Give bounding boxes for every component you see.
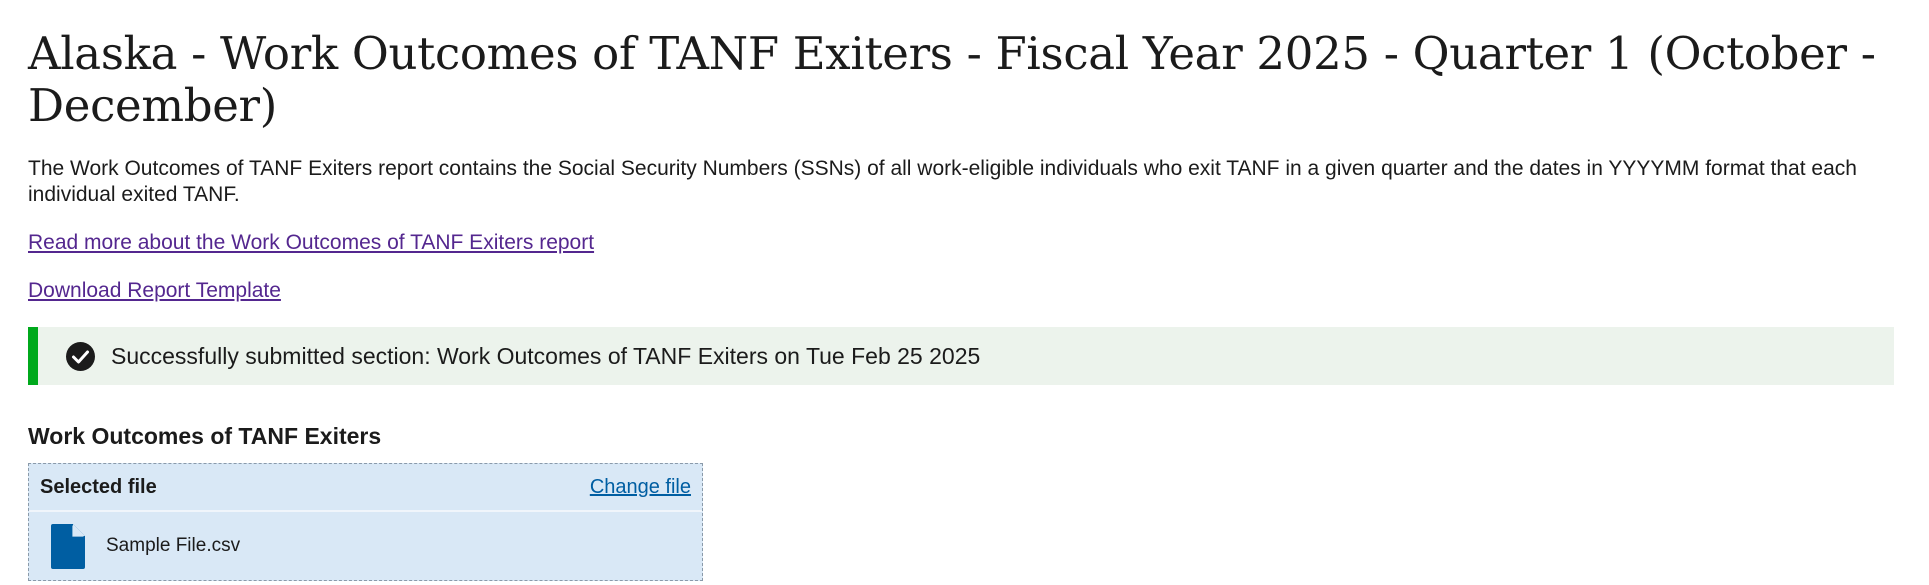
selected-file-name: Sample File.csv: [106, 535, 241, 556]
report-description: The Work Outcomes of TANF Exiters report…: [28, 157, 1857, 206]
check-circle-icon: [66, 341, 95, 371]
page-title: Alaska - Work Outcomes of TANF Exiters -…: [28, 27, 1876, 132]
change-file-link[interactable]: Change file: [589, 475, 691, 498]
file-input-header: Selected file Change file: [29, 464, 702, 512]
selected-file-row: Sample File.csv: [29, 512, 702, 580]
selected-file-label: Selected file: [40, 475, 157, 498]
success-alert: Successfully submitted section: Work Out…: [28, 327, 1894, 385]
read-more-link[interactable]: Read more about the Work Outcomes of TAN…: [28, 231, 595, 254]
download-template-link[interactable]: Download Report Template: [28, 279, 281, 302]
alert-message: Successfully submitted section: Work Out…: [111, 342, 981, 369]
section-heading: Work Outcomes of TANF Exiters: [28, 423, 382, 449]
file-input[interactable]: Selected file Change file Sample File.cs…: [28, 463, 703, 581]
file-icon: [51, 523, 85, 569]
main-content: Alaska - Work Outcomes of TANF Exiters -…: [28, 0, 1898, 581]
